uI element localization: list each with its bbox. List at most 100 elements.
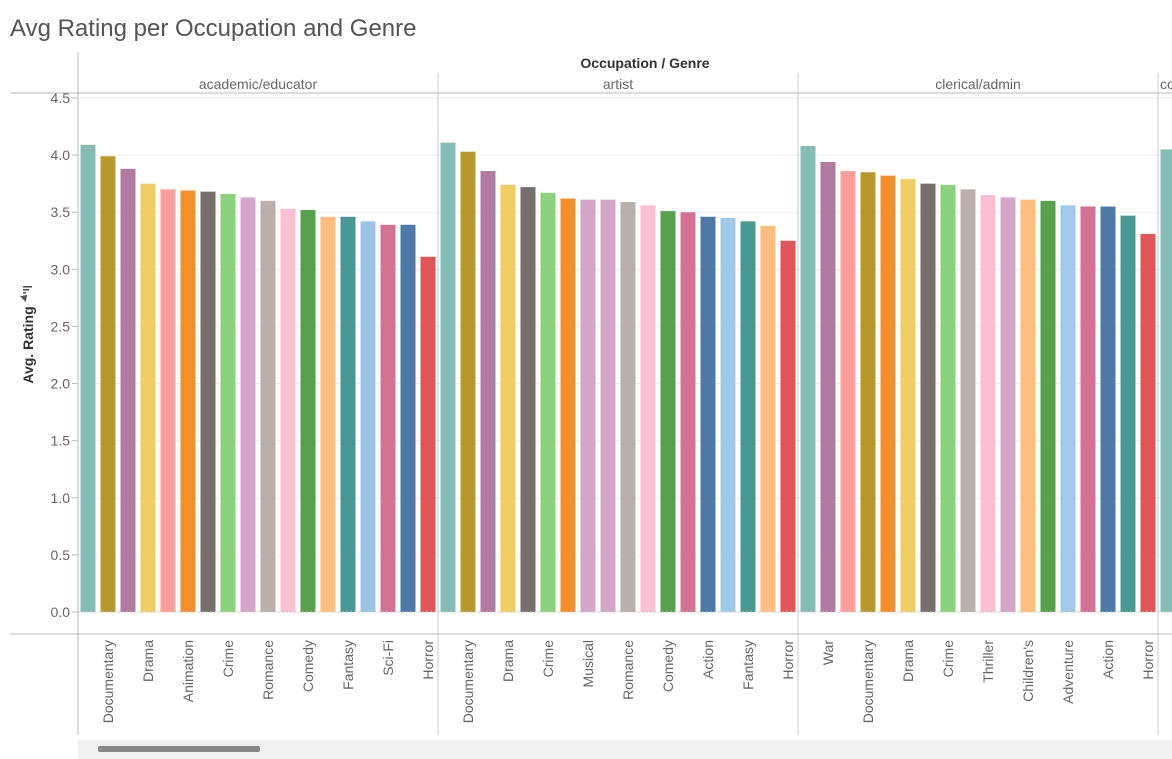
bar: [860, 172, 876, 612]
y-tick-label: 0.0: [51, 604, 71, 620]
x-tick-label: Sci-Fi: [380, 640, 396, 676]
x-tick-label: Drama: [900, 640, 916, 682]
bar: [560, 198, 576, 612]
bar: [160, 189, 176, 612]
bar: [780, 240, 796, 612]
bar: [580, 199, 596, 612]
bar: [500, 184, 516, 612]
bar: [1040, 200, 1056, 613]
bar: [1120, 215, 1136, 612]
x-tick-label: Action: [700, 640, 716, 679]
bar: [920, 183, 936, 612]
bar: [760, 225, 776, 612]
bar: [840, 171, 856, 612]
y-tick-label: 4.0: [51, 147, 71, 163]
x-tick-label: War: [820, 640, 836, 665]
y-tick-label: 3.0: [51, 261, 71, 277]
bar: [980, 195, 996, 613]
bar: [100, 156, 116, 612]
bar: [380, 224, 396, 612]
bar: [120, 168, 136, 612]
bar: [1060, 205, 1076, 612]
y-tick-label: 2.5: [51, 318, 71, 334]
scroll-thumb[interactable]: [98, 746, 260, 752]
bar: [960, 189, 976, 612]
x-tick-label: Adventure: [1060, 640, 1076, 704]
bar: [480, 171, 496, 612]
bar: [340, 216, 356, 612]
x-tick-label: Musical: [580, 640, 596, 687]
bar: [740, 221, 756, 613]
bar: [1020, 199, 1036, 612]
x-tick-label: Drama: [500, 640, 516, 682]
bar: [220, 193, 236, 613]
bar: [880, 175, 896, 612]
y-tick-label: 0.5: [51, 547, 71, 563]
bar: [1080, 206, 1096, 612]
x-header: Occupation / Genre: [580, 55, 709, 71]
y-tick-label: 3.5: [51, 204, 71, 220]
bar: [800, 145, 816, 612]
y-tick-label: 1.5: [51, 433, 71, 449]
bar: [620, 201, 636, 613]
bar: [640, 205, 656, 612]
y-tick-label: 1.0: [51, 490, 71, 506]
chart-title: Avg Rating per Occupation and Genre: [10, 15, 416, 42]
bar: [300, 209, 316, 612]
bar: [140, 183, 156, 612]
x-tick-label: Romance: [260, 640, 276, 700]
bar: [1160, 149, 1172, 612]
bar: [1140, 233, 1156, 612]
bar: [200, 191, 216, 612]
scrollbar[interactable]: [78, 740, 1172, 759]
bar: [460, 151, 476, 612]
x-tick-label: Children's: [1020, 640, 1036, 702]
bar: [360, 221, 376, 613]
x-tick-label: Crime: [940, 640, 956, 678]
panel-header: clerical/admin: [935, 76, 1021, 92]
bar: [420, 256, 436, 612]
x-tick-label: Drama: [140, 640, 156, 682]
x-tick-label: Horror: [780, 640, 796, 680]
bar: [1100, 206, 1116, 612]
sort-icon[interactable]: [20, 286, 32, 302]
panel-header: academic/educator: [199, 76, 318, 92]
panel-header: artist: [603, 76, 633, 92]
x-tick-label: Documentary: [100, 640, 116, 723]
x-tick-label: Romance: [620, 640, 636, 700]
x-tick-label: Documentary: [860, 640, 876, 723]
x-tick-label: Comedy: [300, 640, 316, 692]
bar: [180, 190, 196, 612]
bar: [940, 184, 956, 612]
bar: [240, 197, 256, 612]
bar: [700, 216, 716, 612]
panel-header: co: [1160, 76, 1172, 92]
bar: [720, 217, 736, 612]
x-tick-label: Comedy: [660, 640, 676, 692]
x-tick-label: Action: [1100, 640, 1116, 679]
bar: [820, 161, 836, 612]
x-tick-label: Fantasy: [740, 640, 756, 690]
x-tick-label: Crime: [220, 640, 236, 678]
x-tick-label: Crime: [540, 640, 556, 678]
bar: [600, 199, 616, 612]
bar: [680, 212, 696, 612]
bar: [520, 187, 536, 613]
bar: [400, 224, 416, 612]
bar: [440, 142, 456, 612]
bar: [660, 211, 676, 612]
bar: [80, 144, 96, 612]
bar: [260, 200, 276, 613]
x-tick-label: Documentary: [460, 640, 476, 723]
y-tick-label: 4.5: [51, 90, 71, 106]
y-tick-label: 2.0: [51, 376, 71, 392]
x-tick-label: Fantasy: [340, 640, 356, 690]
x-tick-label: Horror: [1140, 640, 1156, 680]
x-tick-label: Thriller: [980, 640, 996, 683]
bar: [900, 179, 916, 612]
bar: [540, 192, 556, 612]
bar: [280, 208, 296, 612]
x-tick-label: Horror: [420, 640, 436, 680]
